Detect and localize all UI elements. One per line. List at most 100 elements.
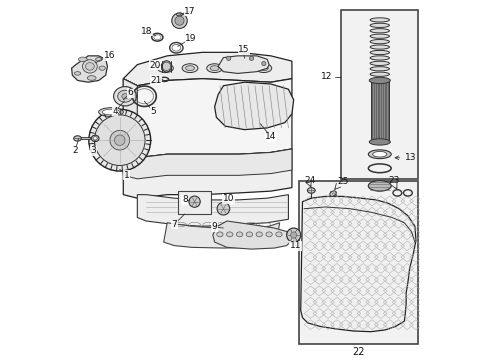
Polygon shape <box>123 79 137 158</box>
Circle shape <box>162 62 170 71</box>
Ellipse shape <box>226 232 232 237</box>
Ellipse shape <box>99 108 123 117</box>
Circle shape <box>261 62 265 66</box>
Text: 11: 11 <box>289 241 301 250</box>
Circle shape <box>226 56 230 60</box>
Text: 17: 17 <box>184 7 195 16</box>
Text: 18: 18 <box>141 27 152 36</box>
Polygon shape <box>300 197 415 332</box>
Ellipse shape <box>161 61 171 72</box>
Ellipse shape <box>369 61 388 66</box>
Ellipse shape <box>369 56 388 60</box>
Ellipse shape <box>95 58 102 61</box>
Text: 7: 7 <box>171 220 177 229</box>
Circle shape <box>290 232 296 238</box>
Ellipse shape <box>367 181 390 191</box>
Text: 1: 1 <box>123 171 129 180</box>
Ellipse shape <box>93 137 97 140</box>
Text: 8: 8 <box>182 195 187 204</box>
Polygon shape <box>123 79 291 158</box>
Ellipse shape <box>74 72 81 75</box>
Text: 19: 19 <box>185 34 197 43</box>
Ellipse shape <box>236 232 242 237</box>
Circle shape <box>89 109 150 171</box>
Text: 24: 24 <box>303 176 314 185</box>
Ellipse shape <box>256 232 262 237</box>
Ellipse shape <box>265 232 272 237</box>
Polygon shape <box>123 149 291 198</box>
Text: 5: 5 <box>150 107 156 116</box>
Ellipse shape <box>216 232 223 237</box>
Ellipse shape <box>82 60 97 73</box>
Ellipse shape <box>369 45 388 49</box>
Text: 12: 12 <box>320 72 332 81</box>
Ellipse shape <box>113 87 136 106</box>
Ellipse shape <box>161 66 169 71</box>
Ellipse shape <box>367 150 390 159</box>
Circle shape <box>217 202 229 215</box>
Ellipse shape <box>369 67 388 71</box>
Bar <box>370 80 388 142</box>
Ellipse shape <box>231 64 246 73</box>
Ellipse shape <box>369 23 388 27</box>
Ellipse shape <box>275 232 282 237</box>
Text: 20: 20 <box>149 61 160 70</box>
Bar <box>81 138 90 139</box>
Ellipse shape <box>85 63 94 70</box>
Text: 3: 3 <box>90 146 96 155</box>
Ellipse shape <box>118 90 132 102</box>
Ellipse shape <box>369 29 388 33</box>
Ellipse shape <box>122 94 128 99</box>
Polygon shape <box>71 56 107 82</box>
Ellipse shape <box>78 57 87 62</box>
Bar <box>341 10 418 179</box>
Bar <box>298 181 418 344</box>
Ellipse shape <box>74 136 81 141</box>
Circle shape <box>94 115 145 166</box>
Ellipse shape <box>369 50 388 55</box>
Text: 10: 10 <box>223 194 234 203</box>
Circle shape <box>188 196 200 207</box>
Ellipse shape <box>206 64 222 73</box>
Text: 4: 4 <box>112 107 118 116</box>
Circle shape <box>249 56 253 60</box>
Polygon shape <box>163 223 279 248</box>
Ellipse shape <box>157 64 173 73</box>
Circle shape <box>114 135 125 145</box>
Text: 2: 2 <box>72 146 78 155</box>
Text: 6: 6 <box>127 88 133 97</box>
Ellipse shape <box>87 76 96 80</box>
Ellipse shape <box>176 13 183 16</box>
Text: 13: 13 <box>394 153 416 162</box>
Ellipse shape <box>99 66 105 70</box>
Ellipse shape <box>234 66 243 71</box>
Ellipse shape <box>368 77 389 84</box>
Polygon shape <box>123 52 291 86</box>
Circle shape <box>175 16 183 25</box>
Text: 25: 25 <box>336 177 347 186</box>
Text: 16: 16 <box>103 51 115 60</box>
Polygon shape <box>212 221 291 249</box>
Text: 14: 14 <box>264 132 276 141</box>
Polygon shape <box>218 56 268 73</box>
Ellipse shape <box>369 72 388 76</box>
Ellipse shape <box>255 64 271 73</box>
Ellipse shape <box>102 109 120 115</box>
Ellipse shape <box>307 188 314 193</box>
Polygon shape <box>123 149 291 179</box>
Ellipse shape <box>182 64 198 73</box>
Text: 23: 23 <box>387 176 399 185</box>
Bar <box>177 191 211 214</box>
Ellipse shape <box>329 191 336 196</box>
Circle shape <box>286 228 300 242</box>
Ellipse shape <box>210 66 219 71</box>
Ellipse shape <box>185 66 194 71</box>
Text: 22: 22 <box>352 347 364 357</box>
Ellipse shape <box>368 139 389 145</box>
Ellipse shape <box>369 34 388 38</box>
Circle shape <box>171 13 187 28</box>
Ellipse shape <box>369 18 388 22</box>
Text: 21: 21 <box>150 76 162 85</box>
Circle shape <box>110 130 129 150</box>
Polygon shape <box>214 82 293 130</box>
